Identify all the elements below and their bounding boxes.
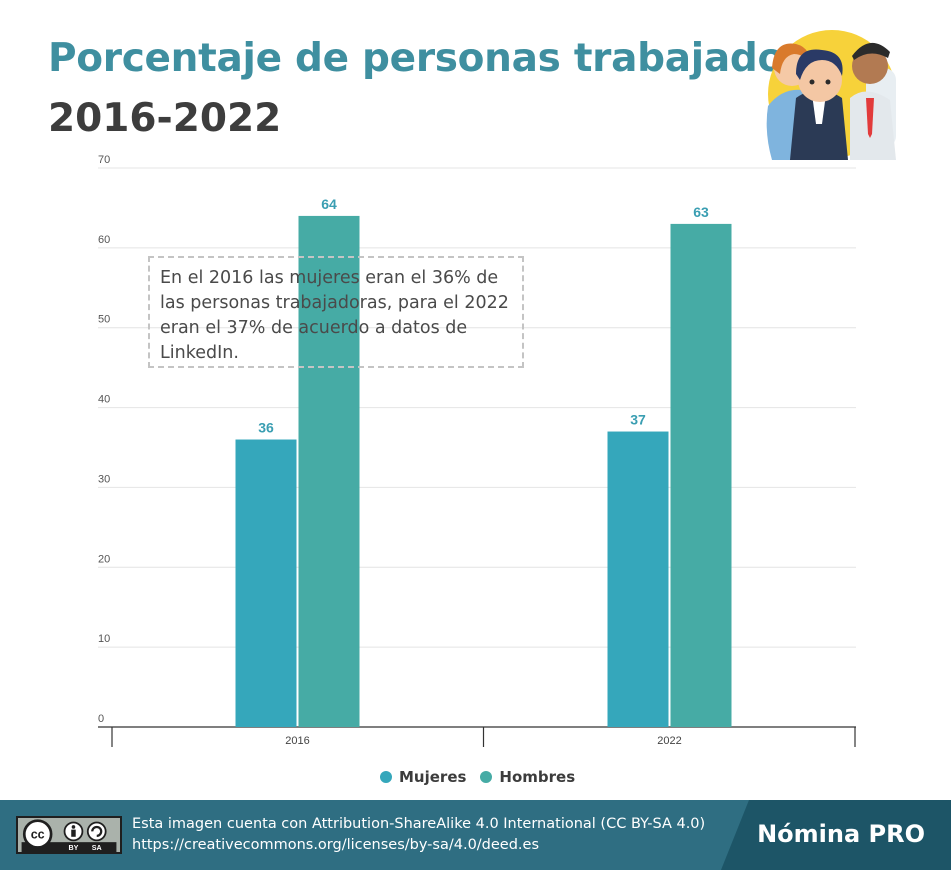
y-tick-label: 30 [98, 473, 110, 485]
footer-brand-panel [721, 800, 951, 870]
y-tick-label: 60 [98, 234, 110, 246]
y-tick-label: 50 [98, 314, 110, 326]
y-tick-label: 0 [98, 713, 104, 725]
license-text: Esta imagen cuenta con Attribution-Share… [132, 814, 705, 856]
cc-badge-sa-label: SA [92, 844, 102, 852]
cc-license-badge-icon: cc BY SA [16, 816, 122, 854]
workers-illustration-icon [766, 30, 896, 160]
chart-annotation: En el 2016 las mujeres eran el 36% de la… [148, 256, 524, 368]
legend-item-hombres: Hombres [480, 768, 575, 786]
y-tick-label: 10 [98, 633, 110, 645]
bar-mujeres-2016 [235, 439, 297, 727]
chart-legend: Mujeres Hombres [380, 768, 575, 786]
data-label: 37 [630, 412, 646, 428]
legend-item-mujeres: Mujeres [380, 768, 466, 786]
y-tick-label: 40 [98, 394, 110, 406]
cc-badge-cc-label: cc [31, 828, 45, 842]
license-line-1: Esta imagen cuenta con Attribution-Share… [132, 816, 706, 832]
chart-title: Porcentaje de personas trabajadoras [48, 36, 852, 81]
bar-chart: 0 10 20 30 40 50 60 70 2016 36 64 2022 37 63 [98, 154, 856, 747]
brand-logo: Nómina PRO [757, 820, 925, 848]
x-tick-label: 2016 [285, 735, 309, 747]
footer-bar: cc BY SA Esta imagen cuenta con Attribut… [0, 800, 951, 870]
data-label: 64 [321, 196, 337, 212]
cc-badge-by-label: BY [69, 844, 79, 852]
bar-hombres-2016 [298, 215, 360, 727]
data-label: 63 [693, 204, 709, 220]
license-url[interactable]: https://creativecommons.org/licenses/by-… [132, 837, 540, 853]
chart-subtitle: 2016-2022 [48, 96, 282, 141]
x-tick-label: 2022 [657, 735, 681, 747]
bar-mujeres-2022 [607, 431, 669, 727]
y-tick-label: 20 [98, 553, 110, 565]
legend-swatch-mujeres [380, 771, 392, 783]
data-label: 36 [258, 420, 274, 436]
legend-label-mujeres: Mujeres [399, 768, 467, 786]
legend-label-hombres: Hombres [499, 768, 576, 786]
bar-hombres-2022 [670, 223, 732, 727]
y-tick-label: 70 [98, 154, 110, 166]
legend-swatch-hombres [480, 771, 493, 783]
